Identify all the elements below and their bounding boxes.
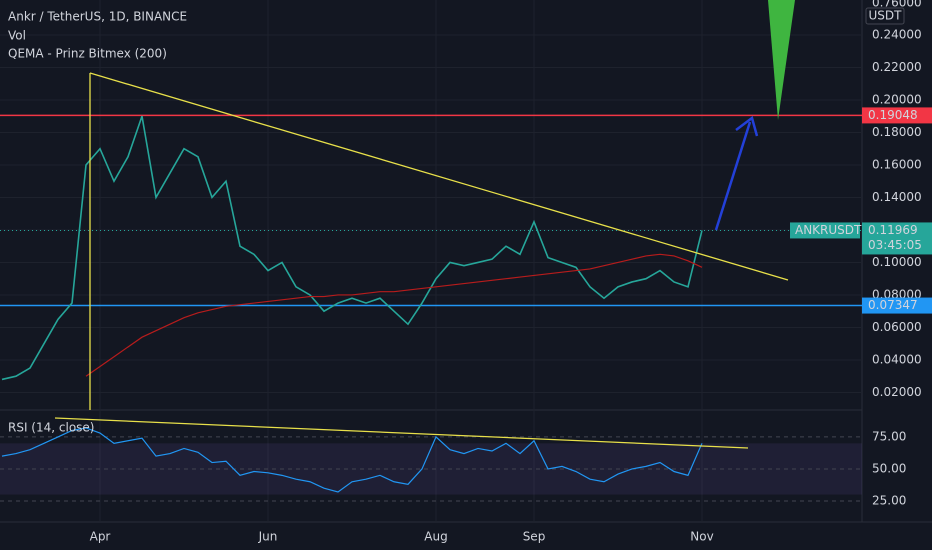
level-label: 0.19048: [868, 108, 918, 122]
series-line: [85, 253, 703, 377]
countdown: 03:45:05: [868, 238, 922, 252]
y-tick-label: 0.14000: [872, 190, 922, 204]
symbol-label: ANKRUSDT: [795, 223, 862, 237]
x-tick-label: Nov: [690, 530, 713, 544]
y-tick-label: 75.00: [872, 429, 906, 443]
y-tick-label: 0.20000: [872, 92, 922, 106]
chart-title: Ankr / TetherUS, 1D, BINANCE: [8, 10, 187, 24]
x-tick-label: Aug: [424, 530, 447, 544]
x-tick-label: Sep: [523, 530, 546, 544]
y-tick-label: 0.18000: [872, 125, 922, 139]
x-tick-label: Apr: [90, 530, 111, 544]
arrow: [714, 121, 752, 231]
rsi-trendline: [54, 417, 749, 449]
y-tick-label: 0.02000: [872, 385, 922, 399]
y-tick-label: 25.00: [872, 493, 906, 507]
top-label: 0.76000: [872, 0, 922, 10]
series-line: [1, 115, 703, 381]
y-tick-label: 0.24000: [872, 27, 922, 41]
indicator-label: Vol: [8, 29, 26, 43]
level-tag: [862, 297, 932, 314]
symbol-tag: [790, 222, 860, 239]
y-tick-label: 0.04000: [872, 352, 922, 366]
y-tick-label: 50.00: [872, 461, 906, 475]
rsi-band: [0, 443, 862, 495]
x-tick-label: Jun: [258, 530, 278, 544]
y-tick-label: 0.06000: [872, 320, 922, 334]
price-label: 0.11969: [868, 223, 918, 237]
price-tag: [862, 222, 932, 255]
series-line: [1, 427, 703, 493]
trendline: [89, 72, 789, 281]
y-tick-label: 0.10000: [872, 255, 922, 269]
level-label: 0.07347: [868, 298, 918, 312]
arrow-head: [735, 115, 759, 137]
unit-label: USDT: [869, 9, 903, 23]
target-shape: [768, 0, 795, 120]
indicator-label: QEMA - Prinz Bitmex (200): [8, 47, 167, 61]
y-tick-label: 0.22000: [872, 60, 922, 74]
level-tag: [862, 107, 932, 124]
rsi-title: RSI (14, close): [8, 421, 94, 435]
y-tick-label: 0.16000: [872, 157, 922, 171]
unit-box: [865, 7, 905, 25]
